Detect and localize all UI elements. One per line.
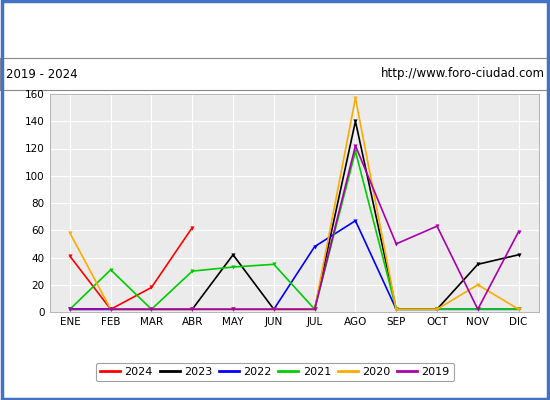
Legend: 2024, 2023, 2022, 2021, 2020, 2019: 2024, 2023, 2022, 2021, 2020, 2019 <box>96 362 454 382</box>
Text: http://www.foro-ciudad.com: http://www.foro-ciudad.com <box>381 68 544 80</box>
Text: Evolucion Nº Turistas Extranjeros en el municipio de Villasandino: Evolucion Nº Turistas Extranjeros en el … <box>37 22 513 36</box>
Text: 2019 - 2024: 2019 - 2024 <box>6 68 77 80</box>
